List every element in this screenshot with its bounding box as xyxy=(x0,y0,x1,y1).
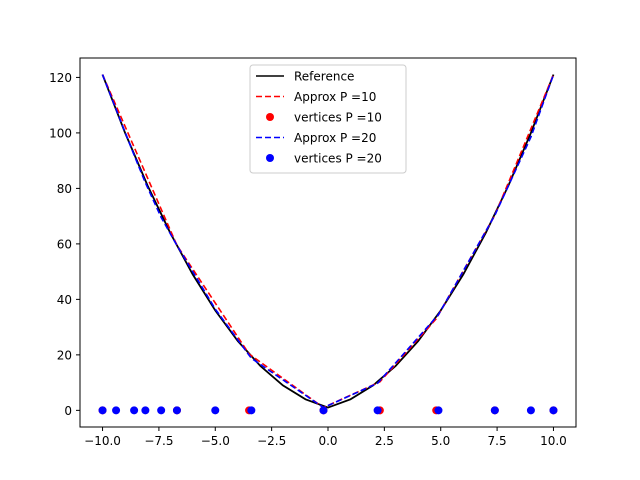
y-tick-label: 0 xyxy=(64,404,72,418)
vertex-point-4 xyxy=(112,406,121,415)
x-tick-label: 0.0 xyxy=(318,434,337,448)
vertex-point-4 xyxy=(490,406,499,415)
legend-label-3: Approx P =20 xyxy=(294,131,376,145)
x-tick-label: −10.0 xyxy=(84,434,121,448)
vertex-point-4 xyxy=(141,406,150,415)
vertex-point-4 xyxy=(526,406,535,415)
plot-area xyxy=(98,74,558,415)
y-axis: 0 20 40 60 80 100 120 xyxy=(49,71,80,418)
x-axis: −10.0 −7.5 −5.0 −2.5 0.0 2.5 5.0 7.5 10.0 xyxy=(84,427,567,448)
legend-label-4: vertices P =20 xyxy=(294,152,382,166)
y-tick-label: 80 xyxy=(57,182,72,196)
x-tick-label: −7.5 xyxy=(144,434,173,448)
vertex-point-4 xyxy=(130,406,139,415)
vertex-point-4 xyxy=(172,406,181,415)
x-tick-label: 5.0 xyxy=(431,434,450,448)
x-tick-label: −2.5 xyxy=(257,434,286,448)
series-line-0 xyxy=(101,74,555,409)
y-tick-label: 120 xyxy=(49,71,72,85)
series-line-1 xyxy=(101,74,555,409)
legend-marker-2 xyxy=(266,113,274,121)
vertex-point-4 xyxy=(319,406,328,415)
y-tick-label: 100 xyxy=(49,126,72,140)
legend-label-0: Reference xyxy=(294,70,354,84)
y-tick-label: 40 xyxy=(57,293,72,307)
x-tick-label: 2.5 xyxy=(375,434,394,448)
legend-marker-4 xyxy=(266,154,274,162)
y-tick-label: 20 xyxy=(57,348,72,362)
y-tick-label: 60 xyxy=(57,237,72,251)
legend-label-2: vertices P =10 xyxy=(294,111,382,125)
x-tick-label: 10.0 xyxy=(540,434,567,448)
legend-label-1: Approx P =10 xyxy=(294,90,376,104)
vertex-point-4 xyxy=(434,406,443,415)
vertex-point-4 xyxy=(157,406,166,415)
x-tick-label: 7.5 xyxy=(488,434,507,448)
legend: Reference Approx P =10 vertices P =10 App… xyxy=(249,64,407,174)
vertex-point-4 xyxy=(211,406,220,415)
series-line-3 xyxy=(101,74,555,409)
x-tick-label: −5.0 xyxy=(201,434,230,448)
vertex-point-4 xyxy=(247,406,256,415)
vertex-point-4 xyxy=(98,406,107,415)
vertex-point-4 xyxy=(373,406,382,415)
legend-box xyxy=(249,64,407,174)
vertex-point-4 xyxy=(549,406,558,415)
